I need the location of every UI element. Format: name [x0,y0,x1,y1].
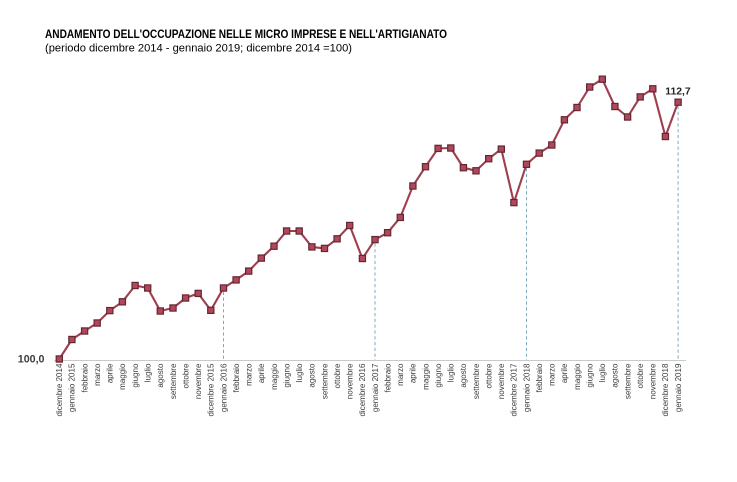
svg-text:gennaio 2018: gennaio 2018 [522,363,531,412]
svg-text:aprile: aprile [106,363,115,383]
svg-text:novembre: novembre [194,363,203,399]
svg-text:agosto: agosto [611,363,620,388]
svg-text:luglio: luglio [598,363,607,382]
svg-text:aprile: aprile [409,363,418,383]
svg-text:agosto: agosto [156,363,165,388]
svg-text:aprile: aprile [560,363,569,383]
svg-text:ottobre: ottobre [181,363,190,388]
svg-text:dicembre 2017: dicembre 2017 [510,363,519,416]
svg-text:giugno: giugno [131,363,140,388]
svg-text:100,0: 100,0 [18,354,45,366]
svg-text:giugno: giugno [586,363,595,388]
svg-text:maggio: maggio [421,363,430,390]
svg-text:ANDAMENTO DELL'OCCUPAZIONE NEL: ANDAMENTO DELL'OCCUPAZIONE NELLE MICRO I… [45,27,447,41]
svg-text:luglio: luglio [447,363,456,382]
svg-text:maggio: maggio [573,363,582,390]
svg-text:dicembre 2015: dicembre 2015 [207,363,216,416]
svg-text:novembre: novembre [649,363,658,399]
svg-text:giugno: giugno [282,363,291,388]
svg-text:ottobre: ottobre [333,363,342,388]
svg-text:novembre: novembre [346,363,355,399]
svg-text:febbraio: febbraio [383,363,392,392]
svg-text:ottobre: ottobre [636,363,645,388]
svg-text:(periodo dicembre 2014 - genna: (periodo dicembre 2014 - gennaio 2019; d… [45,43,352,55]
svg-text:dicembre 2016: dicembre 2016 [358,363,367,416]
svg-text:giugno: giugno [434,363,443,388]
svg-text:luglio: luglio [295,363,304,382]
svg-text:febbraio: febbraio [232,363,241,392]
svg-text:aprile: aprile [257,363,266,383]
svg-text:agosto: agosto [459,363,468,388]
svg-text:settembre: settembre [169,363,178,399]
svg-text:dicembre 2018: dicembre 2018 [661,363,670,416]
svg-text:marzo: marzo [548,363,557,386]
svg-text:settembre: settembre [472,363,481,399]
svg-text:luglio: luglio [144,363,153,382]
svg-text:maggio: maggio [270,363,279,390]
svg-text:marzo: marzo [245,363,254,386]
svg-text:gennaio 2017: gennaio 2017 [371,363,380,412]
svg-text:112,7: 112,7 [665,86,691,97]
svg-text:febbraio: febbraio [535,363,544,392]
svg-text:gennaio 2015: gennaio 2015 [68,363,77,412]
svg-text:settembre: settembre [320,363,329,399]
svg-text:ottobre: ottobre [485,363,494,388]
svg-text:maggio: maggio [118,363,127,390]
svg-text:settembre: settembre [623,363,632,399]
svg-text:marzo: marzo [396,363,405,386]
svg-text:novembre: novembre [497,363,506,399]
svg-text:marzo: marzo [93,363,102,386]
svg-text:agosto: agosto [308,363,317,388]
svg-text:gennaio 2019: gennaio 2019 [674,363,683,412]
svg-text:dicembre 2014: dicembre 2014 [55,363,64,416]
svg-text:febbraio: febbraio [80,363,89,392]
svg-text:gennaio 2016: gennaio 2016 [219,363,228,412]
